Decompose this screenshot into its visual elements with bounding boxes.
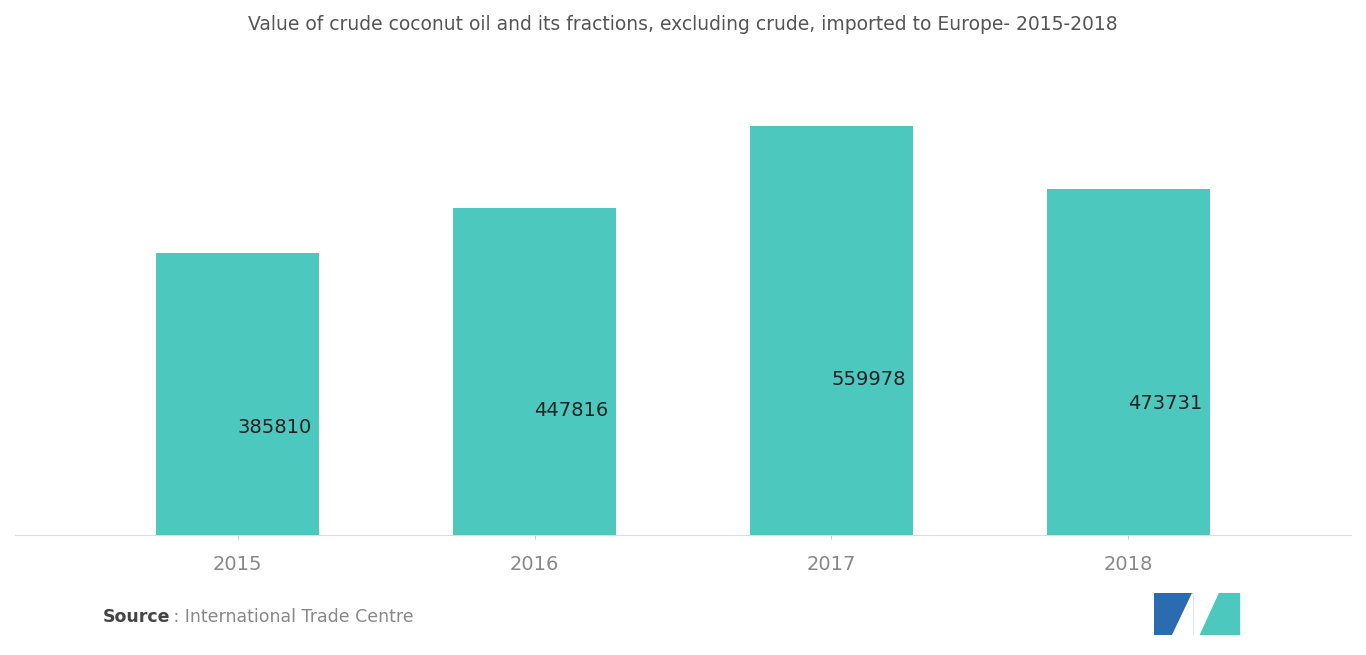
Polygon shape (1172, 593, 1191, 635)
Text: 473731: 473731 (1128, 394, 1202, 413)
Bar (750, 126, 912, 534)
Bar (1046, 189, 1210, 534)
Text: 385810: 385810 (238, 419, 311, 438)
Text: : International Trade Centre: : International Trade Centre (168, 608, 414, 626)
Text: 447816: 447816 (534, 401, 609, 420)
Text: Source: Source (102, 608, 169, 626)
Title: Value of crude coconut oil and its fractions, excluding crude, imported to Europ: Value of crude coconut oil and its fract… (249, 15, 1117, 34)
Bar (156, 253, 320, 534)
Bar (454, 208, 616, 534)
Polygon shape (1154, 593, 1191, 635)
Polygon shape (1199, 593, 1218, 635)
Text: 559978: 559978 (832, 370, 906, 389)
Polygon shape (1199, 593, 1239, 635)
